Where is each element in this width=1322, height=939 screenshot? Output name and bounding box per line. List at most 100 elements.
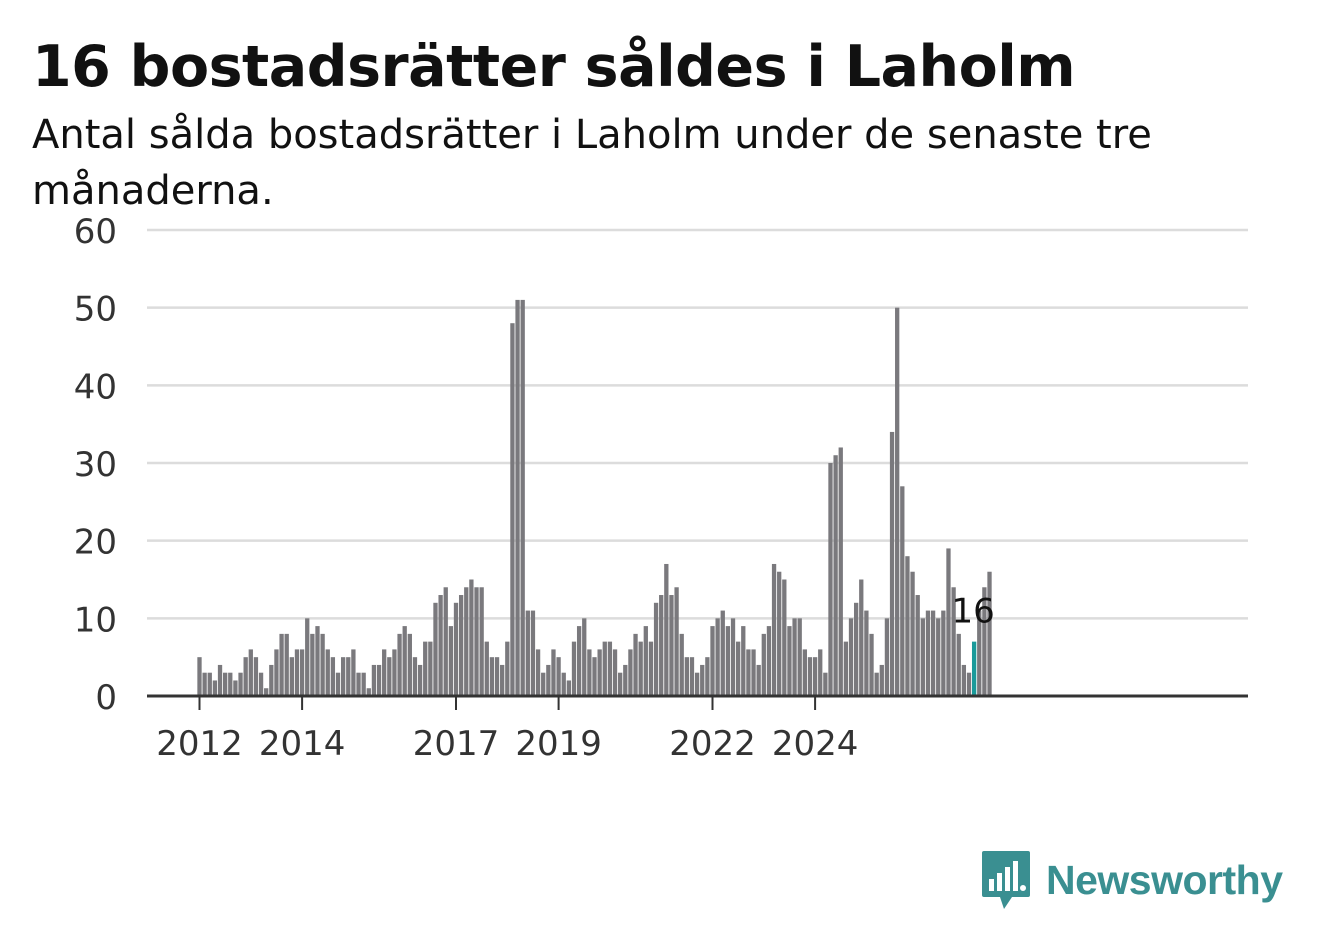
bar	[628, 649, 633, 696]
bar	[551, 649, 556, 696]
bar	[792, 618, 797, 696]
bar	[556, 657, 561, 696]
bar	[207, 672, 212, 696]
bar	[371, 664, 377, 696]
brand-logo: Newsworthy	[980, 848, 1283, 912]
bar	[361, 672, 366, 696]
bar	[905, 556, 910, 696]
x-tick-label-2014: 2014	[259, 724, 346, 764]
newsworthy-logo-icon	[982, 851, 1030, 909]
bar	[453, 602, 459, 696]
y-tick-label-30: 30	[74, 445, 117, 485]
bar	[279, 633, 284, 696]
bar	[392, 649, 397, 696]
bar	[438, 595, 443, 696]
x-tick-label-2017: 2017	[413, 724, 500, 764]
bar	[833, 455, 838, 696]
bar	[561, 672, 566, 696]
bar	[243, 657, 248, 696]
bar	[828, 463, 833, 696]
bar	[433, 602, 438, 696]
y-tick-label-20: 20	[74, 523, 117, 563]
bar	[746, 649, 751, 696]
bar	[500, 664, 505, 696]
bar	[741, 626, 746, 696]
brand-name: Newsworthy	[1046, 856, 1283, 903]
x-tick-label-2022: 2022	[669, 724, 756, 764]
bar	[715, 618, 720, 696]
bar	[782, 579, 787, 696]
bar	[694, 672, 700, 696]
bar	[566, 680, 572, 696]
bar	[607, 641, 613, 696]
bar	[771, 563, 777, 696]
bar	[489, 657, 495, 696]
bar	[966, 672, 972, 696]
bar	[484, 641, 489, 696]
bar	[910, 571, 915, 696]
bar	[289, 657, 294, 696]
bar	[669, 595, 674, 696]
bar	[407, 633, 412, 696]
bar	[838, 447, 843, 696]
bar	[535, 649, 541, 696]
bar	[402, 626, 407, 696]
bar	[900, 486, 905, 696]
bar	[664, 563, 669, 696]
bar	[305, 618, 310, 696]
bar	[961, 664, 967, 696]
x-tick-label-2019: 2019	[515, 724, 602, 764]
bar	[510, 323, 515, 696]
bar	[515, 299, 520, 696]
bar	[366, 688, 371, 696]
bar	[571, 641, 577, 696]
bar	[659, 595, 664, 696]
bar	[505, 641, 510, 696]
bar	[889, 431, 895, 696]
y-tick-label-10: 10	[74, 600, 117, 640]
bar	[700, 664, 705, 696]
bar	[895, 307, 900, 696]
bar	[761, 633, 766, 696]
bar	[520, 299, 525, 696]
bar	[248, 649, 253, 696]
bar	[592, 657, 597, 696]
bar	[525, 610, 530, 696]
bar	[299, 649, 305, 696]
bar	[802, 649, 807, 696]
bar	[633, 633, 638, 696]
bar	[238, 672, 243, 696]
bar	[530, 610, 536, 696]
bar	[356, 672, 361, 696]
data-label-highlight: 16	[951, 592, 994, 632]
bar	[725, 626, 731, 696]
bar	[869, 633, 874, 696]
y-tick-label-50: 50	[74, 290, 117, 330]
bar	[874, 672, 879, 696]
bar	[274, 649, 279, 696]
x-tick-label-2024: 2024	[772, 724, 859, 764]
bar	[351, 649, 356, 696]
bar	[212, 680, 218, 696]
bar	[346, 657, 351, 696]
bar	[777, 571, 782, 696]
bar	[382, 649, 387, 696]
bar	[915, 595, 920, 696]
bar	[848, 618, 854, 696]
bar	[325, 649, 330, 696]
bar	[423, 641, 428, 696]
bar	[284, 633, 289, 696]
bar	[684, 657, 689, 696]
chart-subtitle: Antal sålda bostadsrätter i Laholm under…	[32, 112, 1152, 214]
bar	[941, 610, 946, 696]
bar	[469, 579, 474, 696]
grid-lines	[147, 228, 1248, 620]
bar	[258, 672, 264, 696]
bar	[946, 548, 951, 696]
bar	[310, 633, 315, 696]
bar	[269, 664, 274, 696]
bar	[335, 672, 341, 696]
bar	[751, 649, 756, 696]
bar	[479, 587, 484, 696]
